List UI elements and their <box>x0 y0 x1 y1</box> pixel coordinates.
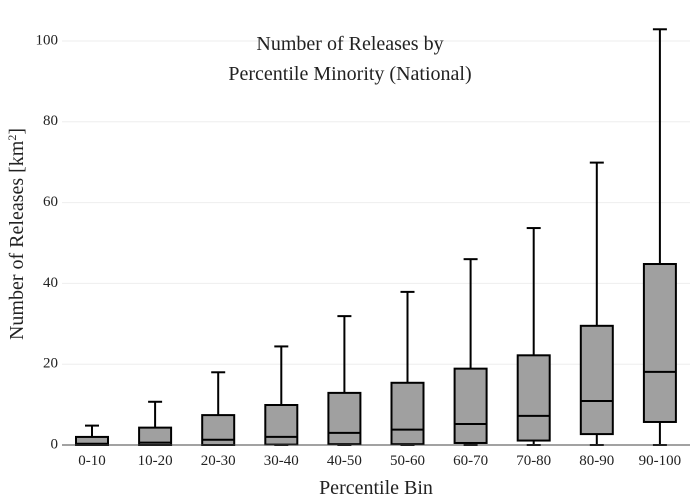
x-tick-label: 90-100 <box>639 453 682 469</box>
y-tick-label: 0 <box>51 436 59 452</box>
x-tick-label: 30-40 <box>264 453 299 469</box>
y-axis-label-close: ] <box>6 128 28 135</box>
y-axis-label-sup: 2 <box>5 135 19 141</box>
y-tick-label: 80 <box>43 113 58 129</box>
y-tick-label: 100 <box>36 32 59 48</box>
box-group <box>201 371 236 447</box>
y-tick-labels: 0 20 40 60 80 100 <box>36 32 59 452</box>
box-group <box>138 400 173 446</box>
x-tick-label: 50-60 <box>390 453 425 469</box>
x-tick-label: 0-10 <box>78 453 106 469</box>
y-axis-label-main: Number of Releases [km <box>6 140 28 340</box>
x-tick-label: 80-90 <box>579 453 614 469</box>
box-group <box>390 290 425 446</box>
box-series <box>75 28 677 447</box>
chart-title-line-2: Percentile Minority (National) <box>228 63 471 85</box>
box-group <box>327 315 362 446</box>
box-iqr <box>516 354 551 442</box>
y-tick-label: 40 <box>43 275 58 291</box>
box-iqr <box>264 404 299 446</box>
x-tick-label: 10-20 <box>138 453 173 469</box>
x-tick-labels: 0-10 10-20 20-30 30-40 40-50 50-60 60-70 70-80 8… <box>78 453 681 469</box>
box-group <box>453 258 488 446</box>
box-group <box>579 161 614 446</box>
box-iqr <box>390 381 425 446</box>
box-iqr <box>453 367 488 444</box>
chart-title-line-1: Number of Releases by <box>256 33 443 55</box>
x-tick-label: 60-70 <box>453 453 488 469</box>
y-tick-label: 60 <box>43 194 58 210</box>
box-group <box>75 424 109 447</box>
box-group <box>264 345 299 446</box>
box-group <box>642 28 677 446</box>
x-tick-label: 40-50 <box>327 453 362 469</box>
box-iqr <box>579 324 614 436</box>
x-axis-label: Percentile Bin <box>319 477 433 499</box>
x-tick-label: 70-80 <box>516 453 551 469</box>
box-group <box>516 227 551 446</box>
y-axis-label: Number of Releases [km2] <box>5 128 28 340</box>
x-tick-label: 20-30 <box>201 453 236 469</box>
y-tick-label: 20 <box>43 356 58 372</box>
box-iqr <box>642 263 677 423</box>
box-iqr <box>327 391 362 446</box>
